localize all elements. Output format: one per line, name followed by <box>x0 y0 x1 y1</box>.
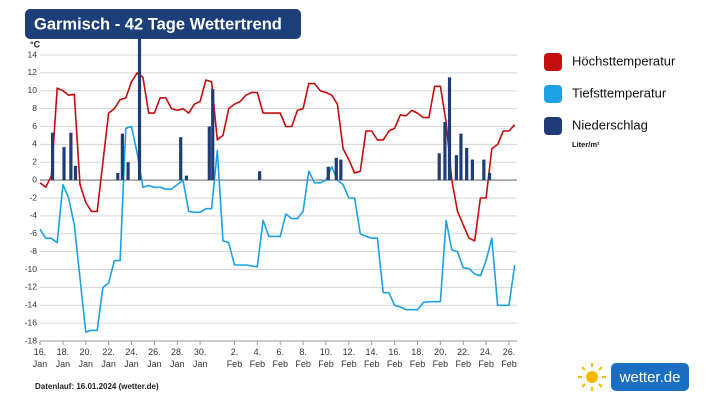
precipitation-bar <box>120 133 124 181</box>
y-tick-label: -12 <box>25 282 38 292</box>
x-tick-label: 28. Jan <box>170 347 185 369</box>
legend-swatch <box>544 53 562 71</box>
y-tick-label: 6 <box>32 121 37 131</box>
y-tick-label: 8 <box>32 103 37 113</box>
legend-label: Tiefsttemperatur <box>572 85 667 100</box>
brand: wetter.de <box>619 369 681 386</box>
legend-unit: Liter/m² <box>572 140 600 149</box>
sun-icon <box>586 371 598 383</box>
y-tick-label: 12 <box>28 67 38 77</box>
precipitation-bar <box>487 172 492 181</box>
x-tick-label: 18. Feb <box>410 347 426 369</box>
precipitation-bar <box>437 153 441 181</box>
precipitation-bar <box>207 126 211 181</box>
precipitation-bar <box>459 133 463 181</box>
x-tick-label: 24. Feb <box>478 347 494 369</box>
x-tick-label: 18. Jan <box>56 347 71 369</box>
x-tick-label: 24. Jan <box>124 347 139 369</box>
sun-rays <box>578 363 606 391</box>
precipitation-bar <box>258 171 262 181</box>
precipitation-bar <box>73 165 78 181</box>
x-tick-label: 20. Feb <box>433 347 449 369</box>
footnote: Datenlauf: 16.01.2024 (wetter.de) <box>35 382 159 391</box>
chart-title: Garmisch - 42 Tage Wettertrend <box>34 15 282 33</box>
y-tick-label: -2 <box>29 192 37 202</box>
temperature-line <box>39 72 516 242</box>
precipitation-bar <box>137 35 142 181</box>
legend-label: Höchsttemperatur <box>572 53 676 68</box>
x-tick-label: 2. Feb <box>227 347 243 369</box>
precipitation-bar <box>339 159 343 181</box>
y-tick-label: -4 <box>29 210 37 220</box>
x-tick-label: 8. Feb <box>295 347 311 369</box>
legend-label: Niederschlag <box>572 117 648 132</box>
legend-swatch <box>544 117 562 135</box>
y-tick-label: -14 <box>25 300 38 310</box>
y-tick-label: 10 <box>28 85 38 95</box>
precipitation-bar <box>62 147 66 181</box>
precipitation-bar <box>179 137 183 181</box>
precipitation-bar <box>326 166 330 181</box>
x-tick-label: 16. Jan <box>33 347 48 369</box>
y-unit: °C <box>30 39 41 49</box>
y-tick-label: -10 <box>25 264 38 274</box>
x-tick-label: 26. Feb <box>501 347 517 369</box>
x-tick-label: 10. Feb <box>318 347 334 369</box>
logo: wetter.de <box>578 363 689 391</box>
precipitation-bar <box>465 147 469 181</box>
title-box <box>25 9 301 39</box>
x-tick-label: 30. Jan <box>193 347 208 369</box>
y-tick-label: 0 <box>32 174 37 184</box>
logo-box <box>611 363 689 391</box>
x-tick-label: 12. Feb <box>341 347 357 369</box>
precipitation-bar <box>482 159 486 181</box>
x-tick-label: 22. Jan <box>101 347 116 369</box>
y-tick-label: -16 <box>25 317 38 327</box>
legend-swatch <box>544 85 562 103</box>
precipitation-bar <box>334 157 338 181</box>
precipitation-bar <box>211 88 215 181</box>
y-tick-label: -8 <box>29 246 37 256</box>
y-tick-label: -18 <box>25 335 38 345</box>
precipitation-bar <box>69 132 73 181</box>
y-tick-label: -6 <box>29 228 37 238</box>
y-tick-label: 4 <box>32 139 37 149</box>
x-tick-label: 22. Feb <box>455 347 471 369</box>
precipitation-bar <box>116 172 120 181</box>
y-tick-label: 2 <box>32 157 37 167</box>
x-tick-label: 26. Jan <box>147 347 162 369</box>
x-tick-label: 4. Feb <box>250 347 266 369</box>
precipitation-bar <box>126 162 130 181</box>
precipitation-bar <box>454 155 458 181</box>
precipitation-bar <box>447 77 452 181</box>
precipitation-bar <box>184 175 189 181</box>
temperature-line <box>39 125 516 333</box>
x-tick-label: 20. Jan <box>78 347 93 369</box>
precipitation-bar <box>470 159 474 181</box>
y-tick-label: 14 <box>28 49 38 59</box>
x-tick-label: 16. Feb <box>387 347 403 369</box>
x-tick-label: 14. Feb <box>364 347 380 369</box>
precipitation-bar <box>443 122 447 181</box>
x-tick-label: 6. Feb <box>272 347 288 369</box>
precipitation-bar <box>50 132 55 181</box>
